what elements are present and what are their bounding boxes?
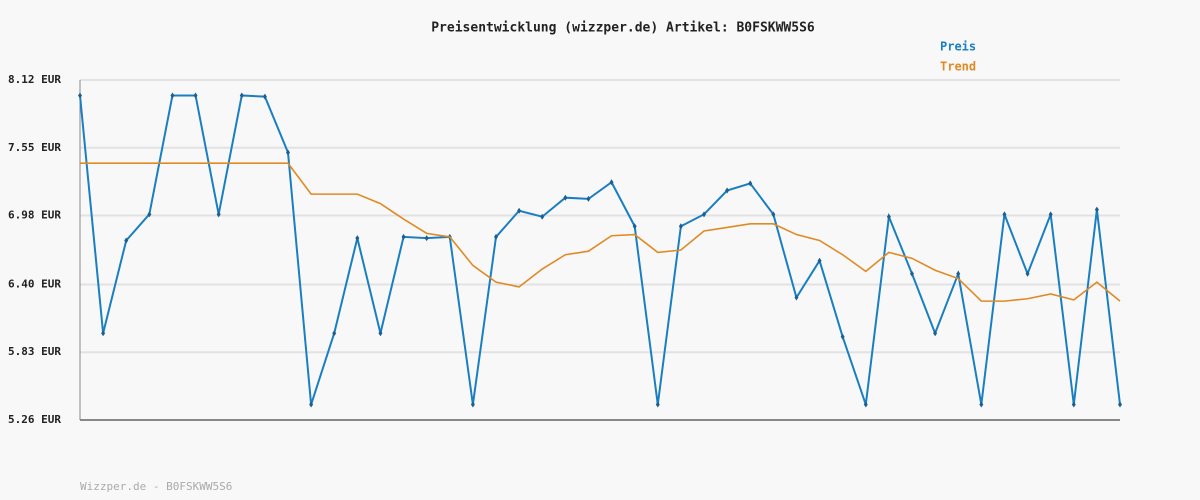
point-marker — [517, 207, 522, 214]
legend-label: Preis — [940, 40, 976, 54]
point-marker — [817, 257, 822, 264]
point-marker — [1002, 211, 1007, 218]
point-marker — [1048, 211, 1053, 218]
point-marker — [262, 93, 267, 100]
point-marker — [933, 330, 938, 337]
point-marker — [1071, 401, 1076, 408]
point-marker — [124, 237, 129, 244]
legend-label: Trend — [940, 60, 976, 74]
point-marker — [470, 401, 475, 408]
point-marker — [540, 213, 545, 220]
point-marker — [886, 213, 891, 220]
y-tick-label: 8.12 EUR — [8, 73, 61, 86]
point-marker — [239, 92, 244, 99]
series-line — [80, 162, 1121, 302]
point-marker — [378, 330, 383, 337]
point-marker — [979, 401, 984, 408]
point-marker — [702, 211, 706, 218]
point-marker — [216, 211, 221, 218]
point-marker — [632, 223, 637, 230]
point-marker — [771, 211, 776, 218]
chart-title: Preisentwicklung (wizzper.de) Artikel: B… — [431, 21, 815, 36]
point-marker — [1025, 270, 1030, 277]
point-marker — [309, 401, 314, 408]
point-marker — [1094, 206, 1099, 213]
point-marker — [655, 401, 660, 408]
point-marker — [678, 223, 683, 230]
point-marker — [840, 333, 845, 340]
point-marker — [494, 233, 498, 240]
point-marker — [193, 92, 198, 99]
y-tick-label: 5.26 EUR — [8, 413, 61, 426]
point-marker — [910, 270, 914, 277]
point-marker — [424, 235, 429, 242]
point-marker — [401, 233, 406, 240]
point-marker — [794, 294, 799, 301]
point-marker — [101, 330, 106, 337]
point-marker — [355, 235, 360, 242]
y-tick-label: 6.40 EUR — [8, 277, 61, 290]
point-marker — [78, 92, 82, 99]
point-marker — [170, 92, 175, 99]
point-marker — [725, 187, 730, 194]
point-marker — [286, 149, 290, 156]
point-marker — [586, 195, 591, 202]
y-tick-label: 5.83 EUR — [8, 345, 61, 358]
point-marker — [956, 270, 961, 277]
point-marker — [609, 179, 614, 186]
point-marker — [147, 211, 152, 218]
point-marker — [563, 194, 568, 201]
point-marker — [748, 180, 753, 187]
point-marker — [1118, 401, 1122, 408]
footer: Wizzper.de - B0FSKWW5S6 — [80, 480, 232, 493]
y-tick-label: 6.98 EUR — [8, 209, 61, 222]
point-marker — [332, 330, 337, 337]
y-tick-label: 7.55 EUR — [8, 141, 61, 154]
series-line — [79, 94, 1121, 405]
point-marker — [863, 401, 868, 408]
